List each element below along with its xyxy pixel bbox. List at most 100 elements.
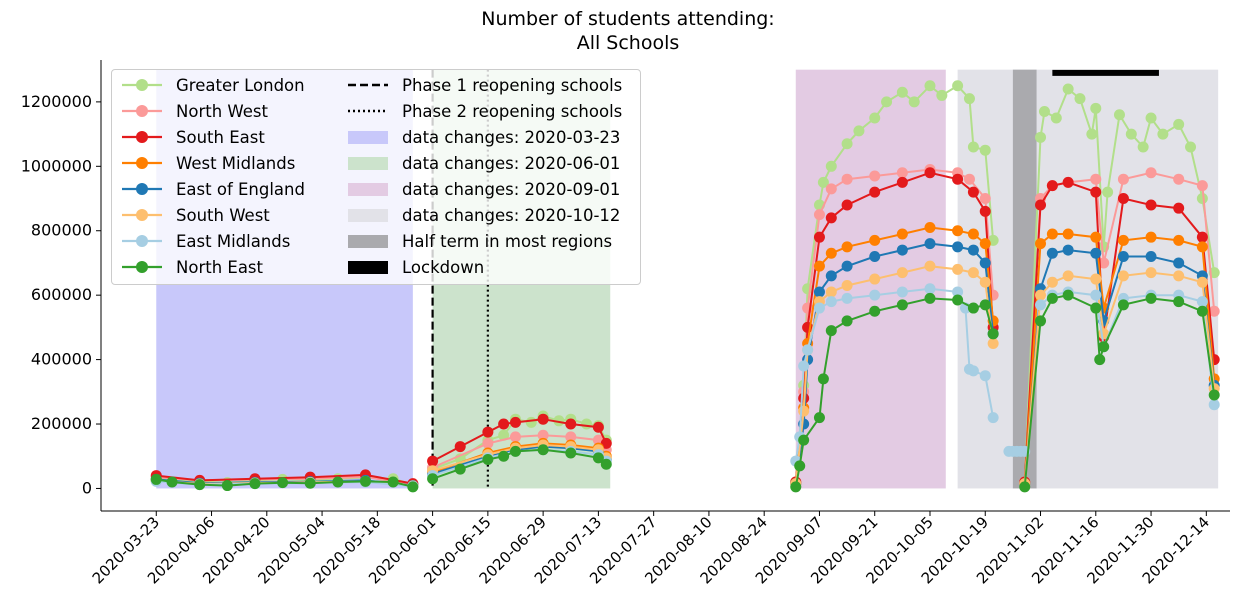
data-point [1117, 299, 1129, 311]
data-point [813, 286, 825, 298]
data-point [813, 260, 825, 272]
legend-label: East Midlands [176, 231, 291, 251]
legend-label: data changes: 2020-06-01 [402, 153, 621, 173]
legend-item-north-east: North East [118, 254, 263, 280]
data-point [553, 415, 565, 427]
legend-label: West Midlands [176, 153, 296, 173]
data-point [166, 476, 178, 488]
data-point [979, 193, 991, 205]
legend-label: Phase 1 reopening schools [402, 75, 623, 95]
data-point [967, 244, 979, 256]
data-point [1145, 292, 1157, 304]
data-point [979, 144, 991, 156]
legend-swatch [348, 235, 388, 248]
data-point [952, 80, 964, 92]
data-point [1117, 251, 1129, 263]
data-point [869, 305, 881, 317]
data-point [979, 257, 991, 269]
data-point [1185, 141, 1197, 153]
legend-swatch [122, 209, 162, 221]
data-point [1145, 199, 1157, 211]
legend-swatch [122, 157, 162, 169]
data-point [1035, 199, 1047, 211]
legend-item-phase-2-reopening-schools: Phase 2 reopening schools [344, 98, 622, 124]
data-point [841, 173, 853, 185]
data-point [1196, 241, 1208, 253]
legend-swatch [348, 131, 388, 144]
data-point [1062, 270, 1074, 282]
data-point [1145, 167, 1157, 179]
data-point [979, 370, 991, 382]
data-point [794, 460, 806, 472]
data-point [825, 270, 837, 282]
y-tick-label: 800000 [31, 221, 92, 240]
data-point [1208, 399, 1220, 411]
legend-swatch [348, 209, 388, 222]
data-point [896, 176, 908, 188]
legend-item-east-of-england: East of England [118, 176, 305, 202]
legend-swatch [122, 235, 162, 247]
legend-label: Half term in most regions [402, 231, 613, 251]
legend-swatch [348, 261, 388, 274]
legend-item-south-west: South West [118, 202, 270, 228]
chart-subtitle: All Schools [576, 32, 680, 54]
data-point [1117, 173, 1129, 185]
data-point [565, 431, 577, 443]
data-point [813, 231, 825, 243]
data-point [952, 173, 964, 185]
data-point [1046, 180, 1058, 192]
data-point [896, 267, 908, 279]
legend-label: North East [176, 257, 263, 277]
data-point [869, 251, 881, 263]
data-point [1090, 302, 1102, 314]
data-point [967, 186, 979, 198]
data-point [979, 276, 991, 288]
data-point [825, 325, 837, 337]
data-point [924, 283, 936, 295]
data-point [813, 302, 825, 314]
data-point [1117, 234, 1129, 246]
legend-item-data-changes-2020-03-23: data changes: 2020-03-23 [344, 124, 620, 150]
legend-swatch [348, 157, 388, 170]
data-point [924, 222, 936, 234]
data-point [221, 480, 233, 492]
data-point [332, 476, 344, 488]
data-point [1196, 305, 1208, 317]
legend-label: South West [176, 205, 270, 225]
legend-item-west-midlands: West Midlands [118, 150, 295, 176]
legend-item-lockdown: Lockdown [344, 254, 484, 280]
data-point [482, 453, 494, 465]
data-point [841, 199, 853, 211]
data-point [1208, 305, 1220, 317]
data-point [1196, 231, 1208, 243]
legend-swatch [348, 109, 388, 113]
data-point [869, 234, 881, 246]
data-point [1117, 193, 1129, 205]
data-point [963, 173, 975, 185]
data-point [1098, 257, 1110, 269]
data-point [1117, 270, 1129, 282]
data-point [1157, 128, 1169, 140]
legend-label: East of England [176, 179, 305, 199]
data-point [936, 89, 948, 101]
data-point [1173, 270, 1185, 282]
data-point [1090, 173, 1102, 185]
data-point [1046, 276, 1058, 288]
legend-item-greater-london: Greater London [118, 72, 305, 98]
data-point [952, 263, 964, 275]
data-point [924, 292, 936, 304]
data-point [1125, 128, 1137, 140]
legend-swatch [348, 183, 388, 196]
data-point [825, 212, 837, 224]
y-tick-label: 0 [82, 478, 92, 497]
data-point [790, 481, 802, 493]
legend-swatch [122, 79, 162, 91]
data-point [924, 80, 936, 92]
data-point [853, 125, 865, 137]
legend-label: data changes: 2020-10-12 [402, 205, 621, 225]
data-point [1046, 247, 1058, 259]
data-point [1173, 296, 1185, 308]
data-point [498, 450, 510, 462]
data-point [841, 138, 853, 150]
